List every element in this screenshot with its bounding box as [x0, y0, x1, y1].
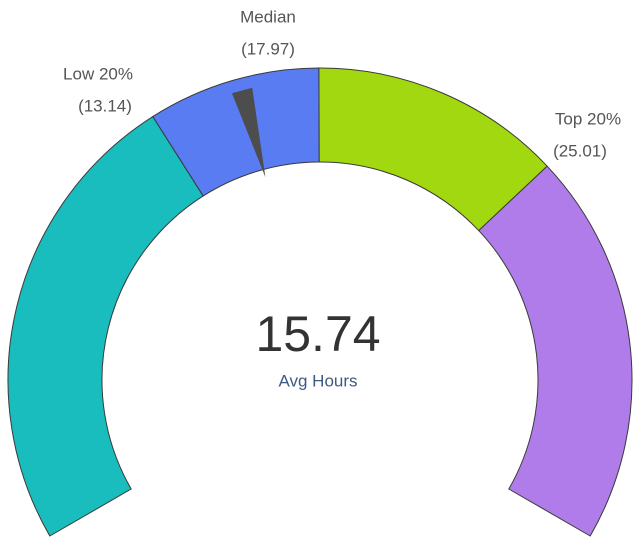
threshold-label: (25.01) [553, 141, 607, 160]
gauge-value-name: Avg Hours [278, 371, 357, 390]
gauge-value: 15.74 [255, 306, 380, 362]
threshold-label: (17.97) [241, 39, 295, 58]
threshold-name: Median [240, 7, 296, 26]
threshold-label: (13.14) [78, 96, 132, 115]
gauge-band [7, 115, 204, 537]
threshold-name: Low 20% [63, 64, 133, 83]
needle [231, 87, 266, 178]
threshold-name: Top 20% [555, 109, 621, 128]
gauge-band [478, 165, 633, 537]
